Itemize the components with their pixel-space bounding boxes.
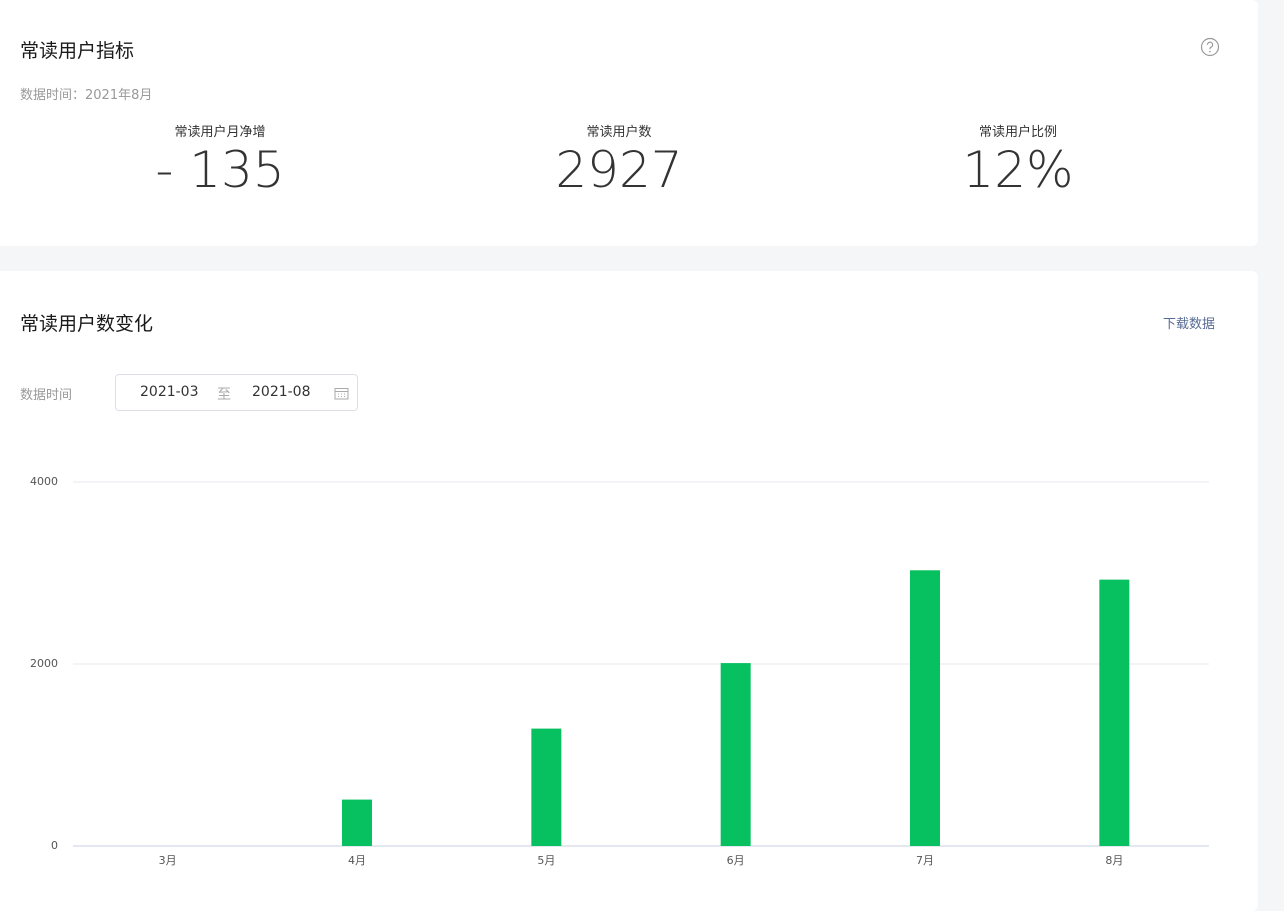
trend-card: 常读用户数变化 下载数据 数据时间 2021-03 至 2021-08 bbox=[0, 271, 1258, 911]
page: 常读用户指标 数据时间：2021年8月 常读用户月净增 - 135 常读用户数 … bbox=[0, 0, 1258, 867]
date-range-picker[interactable]: 2021-03 至 2021-08 bbox=[115, 374, 358, 411]
calendar-icon bbox=[334, 388, 349, 400]
date-end[interactable]: 2021-08 bbox=[252, 384, 311, 400]
download-link[interactable]: 下载数据 bbox=[1163, 317, 1216, 332]
date-start[interactable]: 2021-03 bbox=[140, 384, 199, 400]
metrics-card: 常读用户指标 数据时间：2021年8月 常读用户月净增 - 135 常读用户数 … bbox=[0, 0, 1258, 246]
card-title: 常读用户指标 bbox=[20, 40, 135, 62]
metric-value: 2927 bbox=[555, 141, 683, 199]
data-time: 数据时间：2021年8月 bbox=[20, 88, 153, 103]
help-icon[interactable] bbox=[1200, 37, 1220, 57]
metric-label: 常读用户数 bbox=[586, 125, 652, 140]
card-title: 常读用户数变化 bbox=[20, 313, 154, 335]
date-label: 数据时间 bbox=[20, 388, 73, 403]
metric-label: 常读用户比例 bbox=[978, 125, 1058, 140]
metric-value: 12% bbox=[962, 141, 1074, 199]
date-separator: 至 bbox=[217, 387, 231, 403]
metric-value: - 135 bbox=[155, 141, 285, 199]
metric-label: 常读用户月净增 bbox=[174, 125, 266, 140]
